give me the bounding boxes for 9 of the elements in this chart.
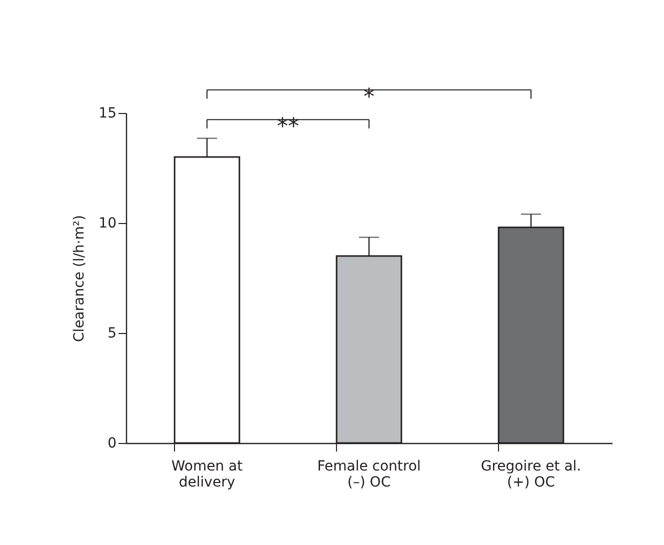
y-tick-label: 10 xyxy=(98,216,116,232)
x-tick-label: Gregoire et al. (+) OC xyxy=(480,458,582,490)
y-tick-label: 5 xyxy=(108,326,116,342)
x-tick-label: Female control (–) OC xyxy=(317,458,421,490)
y-tick-label: 15 xyxy=(98,106,116,122)
y-tick-label: 0 xyxy=(108,436,116,452)
x-tick-label: Women at delivery xyxy=(171,458,244,490)
text: * xyxy=(364,84,374,110)
y-axis-title: Clearance (l/h·m²) xyxy=(72,215,88,342)
